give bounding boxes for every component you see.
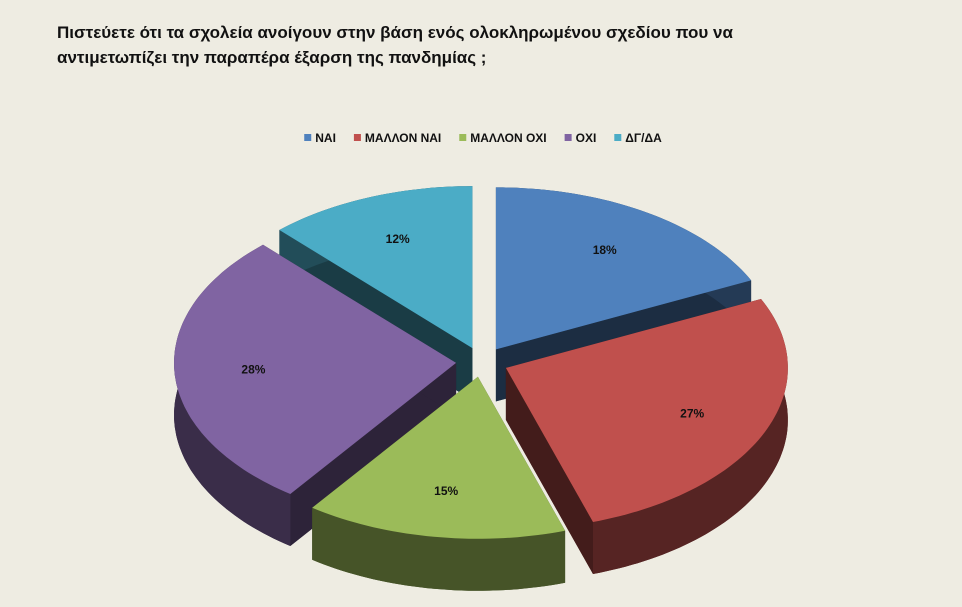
data-label: 12% (386, 232, 410, 246)
legend-swatch (304, 134, 312, 141)
slice-outer-wall (593, 299, 788, 574)
legend-swatch (353, 134, 361, 141)
data-label: 15% (434, 484, 458, 498)
legend-label: ΜΑΛΛΟΝ ΟΧΙ (470, 131, 546, 145)
legend-label: ΟΧΙ (576, 131, 597, 145)
data-label: 27% (680, 406, 704, 420)
slice (505, 299, 788, 574)
slice-top (505, 299, 788, 522)
legend: ΝΑΙ ΜΑΛΛΟΝ ΝΑΙ ΜΑΛΛΟΝ ΟΧΙ ΟΧΙ ΔΓ/ΔΑ (304, 131, 662, 145)
data-label: 28% (241, 362, 265, 376)
legend-swatch (564, 134, 572, 141)
legend-label: ΜΑΛΛΟΝ ΝΑΙ (365, 131, 441, 145)
slice-top (312, 376, 566, 539)
slice-top (495, 187, 752, 350)
chart-title: Πιστεύετε ότι τα σχολεία ανοίγουν στην β… (57, 23, 733, 67)
slice (312, 376, 566, 591)
legend-label: ΔΓ/ΔΑ (625, 131, 662, 145)
slice-cut-wall (505, 367, 593, 574)
slice-top (174, 244, 457, 494)
slice-top (279, 186, 473, 349)
legend-swatch (459, 134, 467, 141)
legend-label: ΝΑΙ (315, 131, 336, 145)
slice-outer-wall (312, 507, 566, 591)
legend-swatch (614, 134, 622, 141)
data-label: 18% (593, 243, 617, 257)
